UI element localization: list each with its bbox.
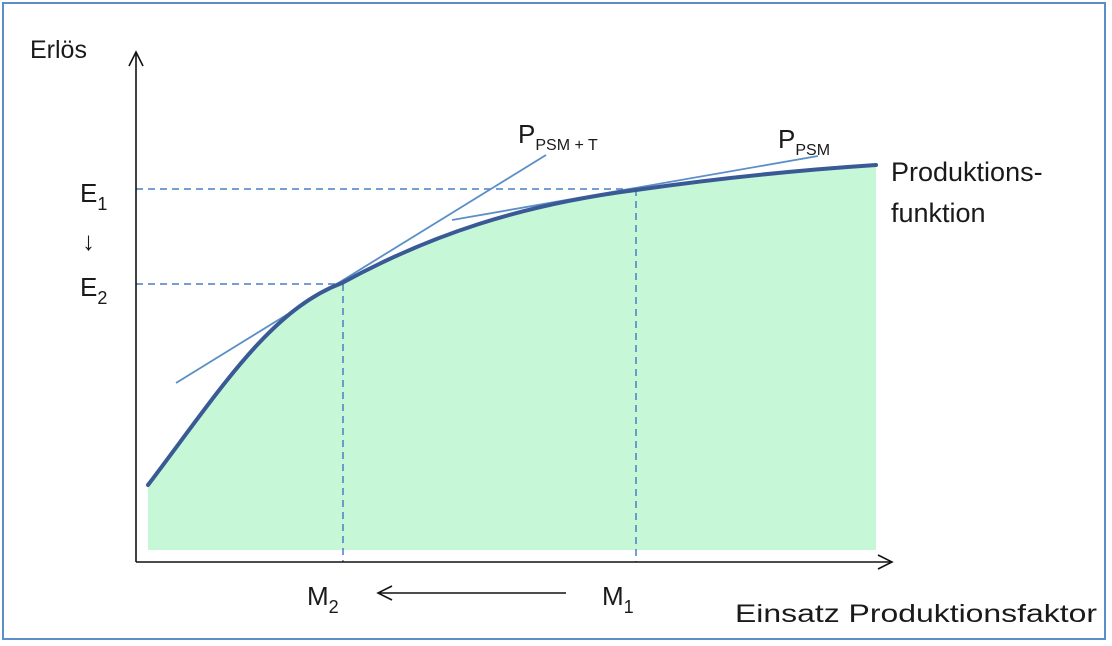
y-axis-arrowhead: [128, 50, 144, 67]
e-shift-arrow: ↓: [82, 226, 95, 256]
y-axis-label: Erlös: [30, 36, 87, 64]
production-curve: [146, 163, 878, 487]
axes: [128, 50, 894, 570]
m2-label: M2: [307, 581, 339, 617]
x-axis-arrowhead: [877, 554, 894, 570]
tangent-line-psm: [451, 155, 819, 221]
tangent-psm-t-label: PPSM + T: [518, 119, 598, 154]
area-under-curve: [148, 165, 876, 550]
e1-label: E1: [80, 178, 107, 214]
e2-label: E2: [80, 272, 107, 308]
m1-label: M1: [602, 581, 634, 617]
m-shift-arrow: [376, 585, 566, 601]
curve-label-line2: funktion: [891, 198, 986, 228]
guide-lines: [136, 188, 637, 562]
curve-label-line1: Produktions-: [891, 157, 1043, 187]
tangent-line-psm-t: [175, 154, 547, 384]
x-axis-label: Einsatz Produktionsfaktor: [735, 600, 1097, 628]
tangent-psm-label: PPSM: [778, 124, 830, 159]
